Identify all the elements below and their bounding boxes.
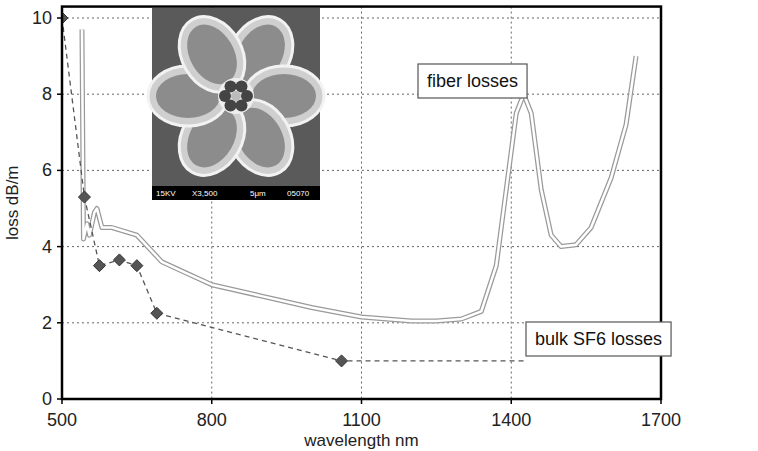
tick-label-x: 1100 <box>342 410 381 430</box>
tick-label-x: 1400 <box>491 410 531 430</box>
fiber-line <box>82 29 636 320</box>
inset-label: 15KV <box>156 189 176 198</box>
tick-label-y: 10 <box>32 8 52 28</box>
series-label: fiber losses <box>427 71 518 91</box>
tick-label-x: 1700 <box>641 410 681 430</box>
leader-line <box>348 360 526 361</box>
tick-label-y: 6 <box>42 160 52 180</box>
tick-y <box>57 93 62 95</box>
x-axis-title: wavelength nm <box>303 431 418 450</box>
tick-x <box>211 399 213 404</box>
tick-y <box>57 17 62 19</box>
tick-label-x: 800 <box>197 410 227 430</box>
tick-label-y: 2 <box>42 313 52 333</box>
core-hole <box>236 100 248 112</box>
petal <box>166 5 258 104</box>
marker <box>93 260 105 272</box>
inset-image: 15KV X3,500 5μm 05070 <box>148 5 324 200</box>
tick-y <box>57 322 62 324</box>
core-ring <box>218 78 254 114</box>
plot-area <box>62 12 636 367</box>
marker <box>151 307 163 319</box>
tick-x <box>511 399 513 404</box>
series-label-group: fiber losses <box>418 64 527 98</box>
bulk-line <box>62 18 342 361</box>
marker <box>78 191 90 203</box>
grid-line-x <box>361 7 362 399</box>
tick-x <box>61 399 63 404</box>
core <box>231 91 241 101</box>
core-hole <box>225 80 237 92</box>
petal-group <box>166 5 258 104</box>
inset-label: 05070 <box>287 189 310 198</box>
inset-label: 5μm <box>250 189 266 198</box>
grid-line-y <box>62 170 661 171</box>
marker <box>336 355 348 367</box>
inset-label: X3,500 <box>192 189 218 198</box>
marker <box>131 260 143 272</box>
label-box <box>418 64 527 98</box>
marker <box>113 254 125 266</box>
tick-x <box>660 399 662 404</box>
tick-label-y: 4 <box>42 237 52 257</box>
tick-x <box>361 399 363 404</box>
y-axis-title: loss dB/m <box>3 165 22 240</box>
inset-strip <box>152 186 320 200</box>
tick-label-y: 8 <box>42 84 52 104</box>
core-hole <box>236 80 248 92</box>
tick-y <box>57 246 62 248</box>
label-box <box>526 322 671 356</box>
fiber-line-core <box>82 29 636 320</box>
chart: 15KV X3,500 5μm 05070 0 2 4 6 8 10 500 800 1100 1400 1… <box>0 0 758 451</box>
tick-label-x: 500 <box>47 410 77 430</box>
tick-label-y: 0 <box>42 389 52 409</box>
tick-y <box>57 170 62 172</box>
series-label-group: bulk SF6 losses <box>526 322 671 356</box>
series-label: bulk SF6 losses <box>535 329 662 349</box>
